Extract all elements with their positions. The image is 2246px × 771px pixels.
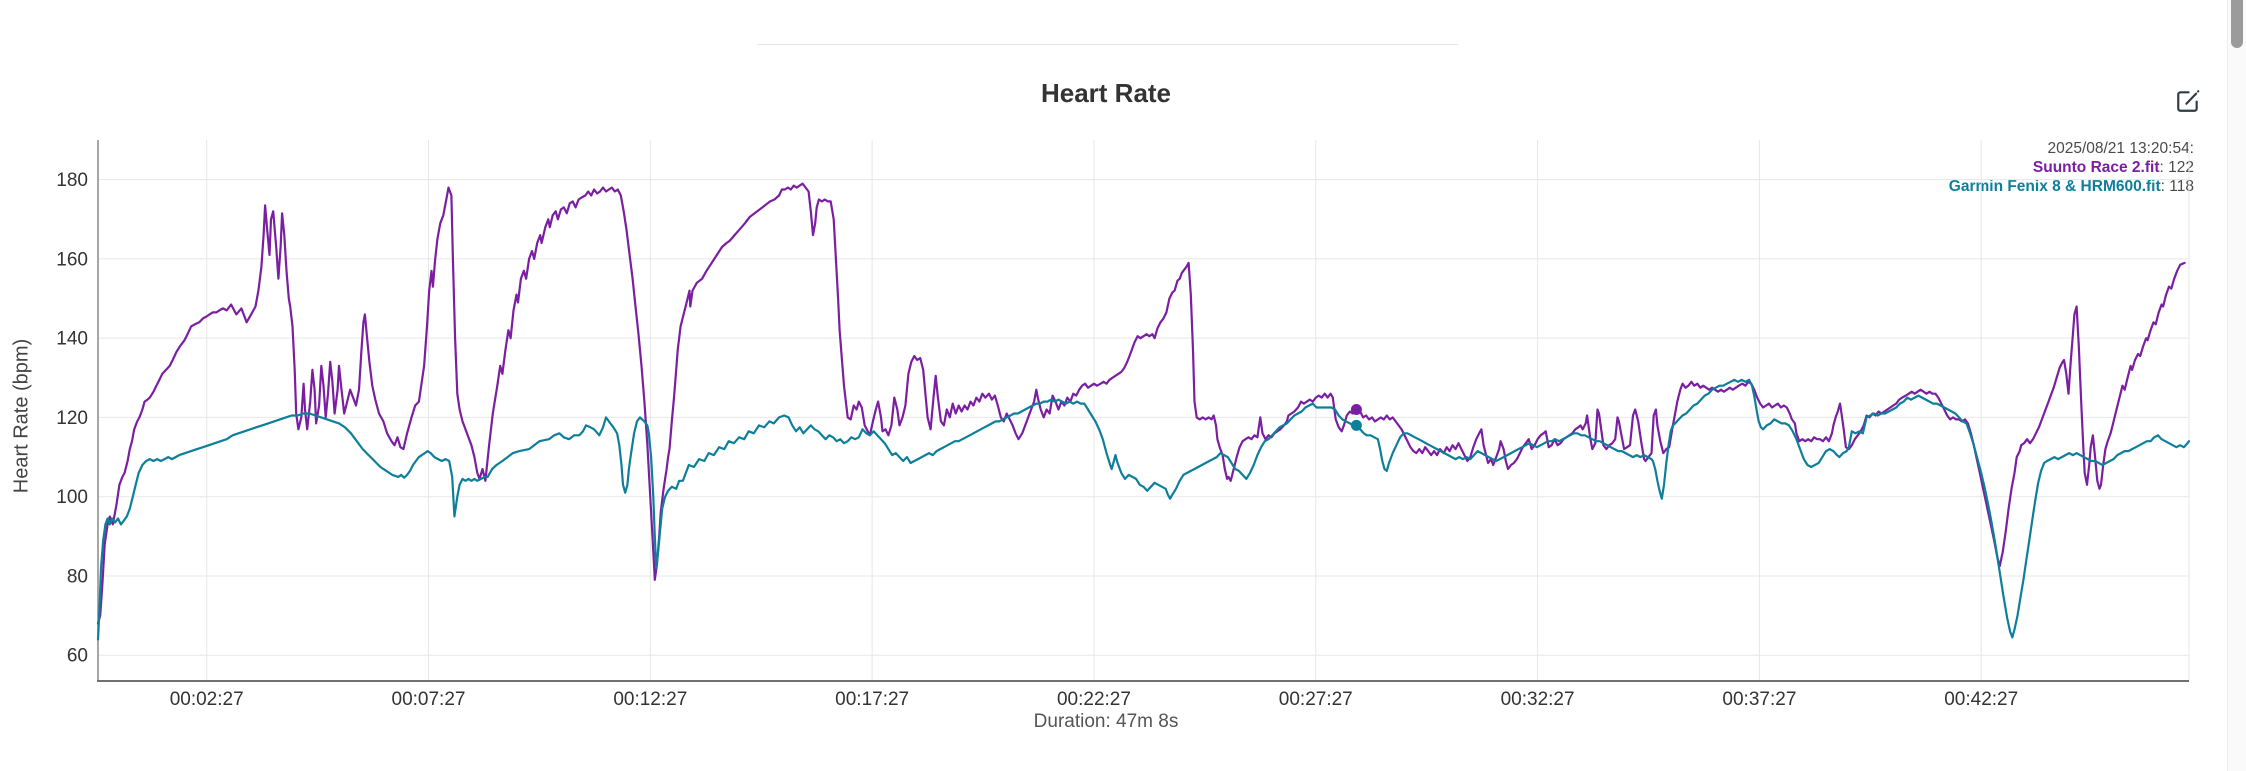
edit-chart-button[interactable] <box>2175 88 2201 114</box>
tooltip-entry-suunto: Suunto Race 2.fit: 122 <box>1949 158 2194 177</box>
gridlines <box>98 140 2190 681</box>
svg-text:00:17:27: 00:17:27 <box>835 689 909 710</box>
svg-text:80: 80 <box>67 566 88 587</box>
top-divider <box>757 44 1458 45</box>
svg-text:00:37:27: 00:37:27 <box>1722 689 1796 710</box>
tooltip-entry-garmin: Garmin Fenix 8 & HRM600.fit: 118 <box>1949 177 2194 196</box>
tooltip-separator: : <box>2160 178 2170 195</box>
svg-text:180: 180 <box>56 170 88 191</box>
svg-text:60: 60 <box>67 646 88 667</box>
svg-text:00:12:27: 00:12:27 <box>613 689 687 710</box>
svg-text:00:42:27: 00:42:27 <box>1944 689 2018 710</box>
x-axis-caption: Duration: 47m 8s <box>1033 711 1179 732</box>
svg-text:120: 120 <box>56 408 88 429</box>
svg-text:140: 140 <box>56 329 88 350</box>
series-line-garmin <box>96 378 2191 641</box>
tooltip-date: 2025/08/21 13:20:54: <box>2047 140 2194 157</box>
hover-marker-garmin <box>1350 419 1362 431</box>
svg-text:00:02:27: 00:02:27 <box>170 689 244 710</box>
edit-compose-icon <box>2177 90 2200 112</box>
chart-title: Heart Rate <box>1040 78 1172 108</box>
vertical-scrollbar-track[interactable] <box>2227 0 2246 771</box>
svg-text:00:32:27: 00:32:27 <box>1501 689 1575 710</box>
svg-text:00:27:27: 00:27:27 <box>1279 689 1353 710</box>
hover-tooltip: 2025/08/21 13:20:54: Suunto Race 2.fit: … <box>1949 139 2194 196</box>
tooltip-series-value: 122 <box>2168 159 2194 176</box>
svg-text:00:22:27: 00:22:27 <box>1057 689 1131 710</box>
hover-marker-suunto <box>1350 404 1362 415</box>
vertical-scrollbar-thumb[interactable] <box>2231 0 2243 48</box>
series-line-suunto <box>96 182 2186 625</box>
tooltip-series-name: Suunto Race 2.fit <box>2032 159 2160 176</box>
y-tick-labels: 60 80 100 120 140 160 180 <box>56 170 88 667</box>
tooltip-series-value: 118 <box>2169 178 2194 195</box>
tooltip-series-name: Garmin Fenix 8 & HRM600.fit <box>1948 178 2161 195</box>
tooltip-separator: : <box>2159 159 2169 176</box>
svg-text:100: 100 <box>56 487 88 508</box>
x-tick-labels: 00:02:27 00:07:27 00:12:27 00:17:27 00:22:27… <box>170 689 2019 710</box>
svg-text:00:07:27: 00:07:27 <box>392 689 466 710</box>
svg-text:160: 160 <box>56 249 88 270</box>
